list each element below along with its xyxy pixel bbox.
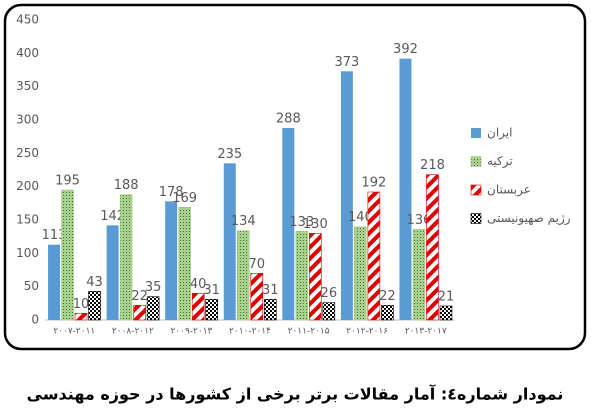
legend-swatch xyxy=(470,156,482,167)
value-label: 113 xyxy=(42,228,67,243)
y-tick-label: 450 xyxy=(16,13,39,27)
x-tick-label: ۲۰۱۳-۲۰۱۷ xyxy=(405,327,447,337)
value-label: 373 xyxy=(334,55,359,70)
value-label: 130 xyxy=(303,217,328,232)
y-tick-label: 300 xyxy=(16,113,39,127)
legend-label: رژیم صهیونیستی xyxy=(487,211,571,226)
bar xyxy=(412,229,426,321)
value-label: 43 xyxy=(86,275,103,290)
value-label: 26 xyxy=(321,286,338,301)
value-label: 133 xyxy=(289,215,314,230)
bar xyxy=(74,313,88,321)
value-label: 134 xyxy=(231,214,256,229)
value-label: 70 xyxy=(248,257,265,272)
bar xyxy=(205,299,218,321)
value-label: 142 xyxy=(100,209,125,224)
value-label: 22 xyxy=(131,289,148,304)
value-label: 10 xyxy=(73,297,90,312)
bar xyxy=(250,273,264,321)
y-tick-label: 250 xyxy=(16,146,39,160)
x-tick-label: ۲۰۰۹-۲۰۱۳ xyxy=(170,327,212,337)
bar xyxy=(426,174,439,321)
bar xyxy=(340,71,353,320)
bar xyxy=(191,293,205,321)
legend-swatch xyxy=(470,213,482,224)
value-label: 218 xyxy=(420,158,445,173)
value-label: 21 xyxy=(438,290,455,305)
y-tick-label: 150 xyxy=(16,213,39,227)
x-tick-label: ۲۰۱۱-۲۰۱۵ xyxy=(288,327,330,337)
bar xyxy=(263,299,277,321)
x-tick-label: ۲۰۰۸-۲۰۱۲ xyxy=(112,327,154,337)
legend-swatch xyxy=(471,128,481,138)
bar xyxy=(88,291,101,321)
bar xyxy=(48,244,61,320)
bar xyxy=(309,233,322,321)
bar xyxy=(367,191,381,321)
bar xyxy=(146,296,160,321)
bar xyxy=(165,201,178,320)
y-tick-label: 350 xyxy=(16,79,39,93)
legend-label: ایران xyxy=(487,126,512,141)
bar xyxy=(106,225,119,320)
value-label: 178 xyxy=(159,185,184,200)
bar xyxy=(381,305,394,321)
y-tick-label: 50 xyxy=(24,279,39,293)
bar xyxy=(119,194,133,321)
value-label: 392 xyxy=(393,42,418,57)
value-label: 35 xyxy=(145,280,162,295)
bar xyxy=(236,230,250,321)
x-tick-label: ۲۰۰۷-۲۰۱۱ xyxy=(53,327,95,337)
x-tick-label: ۲۰۱۰-۲۰۱۴ xyxy=(229,327,271,337)
value-label: 140 xyxy=(348,210,373,225)
x-tick-label: ۲۰۱۲-۲۰۱۶ xyxy=(346,327,388,337)
value-label: 188 xyxy=(114,178,139,193)
y-tick-label: 0 xyxy=(31,313,39,327)
value-label: 195 xyxy=(55,174,80,189)
legend-swatch xyxy=(470,184,482,196)
value-label: 235 xyxy=(217,147,242,162)
legend-label: ترکیه xyxy=(487,154,513,169)
y-tick-label: 400 xyxy=(16,46,39,60)
bar xyxy=(399,58,412,321)
value-label: 31 xyxy=(203,283,220,298)
value-label: 136 xyxy=(407,213,432,228)
value-label: 169 xyxy=(172,191,197,206)
value-label: 192 xyxy=(361,176,386,191)
bar xyxy=(178,207,191,321)
y-tick-label: 100 xyxy=(16,246,39,260)
caption: نمودار شماره٤: آمار مقالات برتر برخی از … xyxy=(27,384,564,404)
value-label: 40 xyxy=(190,277,207,292)
y-tick-label: 200 xyxy=(16,179,39,193)
bar xyxy=(354,226,367,321)
bar xyxy=(439,305,453,321)
chart-frame xyxy=(3,3,587,351)
bar xyxy=(223,163,236,320)
bar xyxy=(322,302,336,321)
legend-label: عربستان xyxy=(487,183,531,198)
value-label: 288 xyxy=(276,112,301,127)
bar xyxy=(133,305,146,321)
bar xyxy=(295,231,309,321)
bar xyxy=(61,189,74,321)
value-label: 31 xyxy=(262,283,279,298)
value-label: 22 xyxy=(379,289,396,304)
bar xyxy=(282,128,295,320)
